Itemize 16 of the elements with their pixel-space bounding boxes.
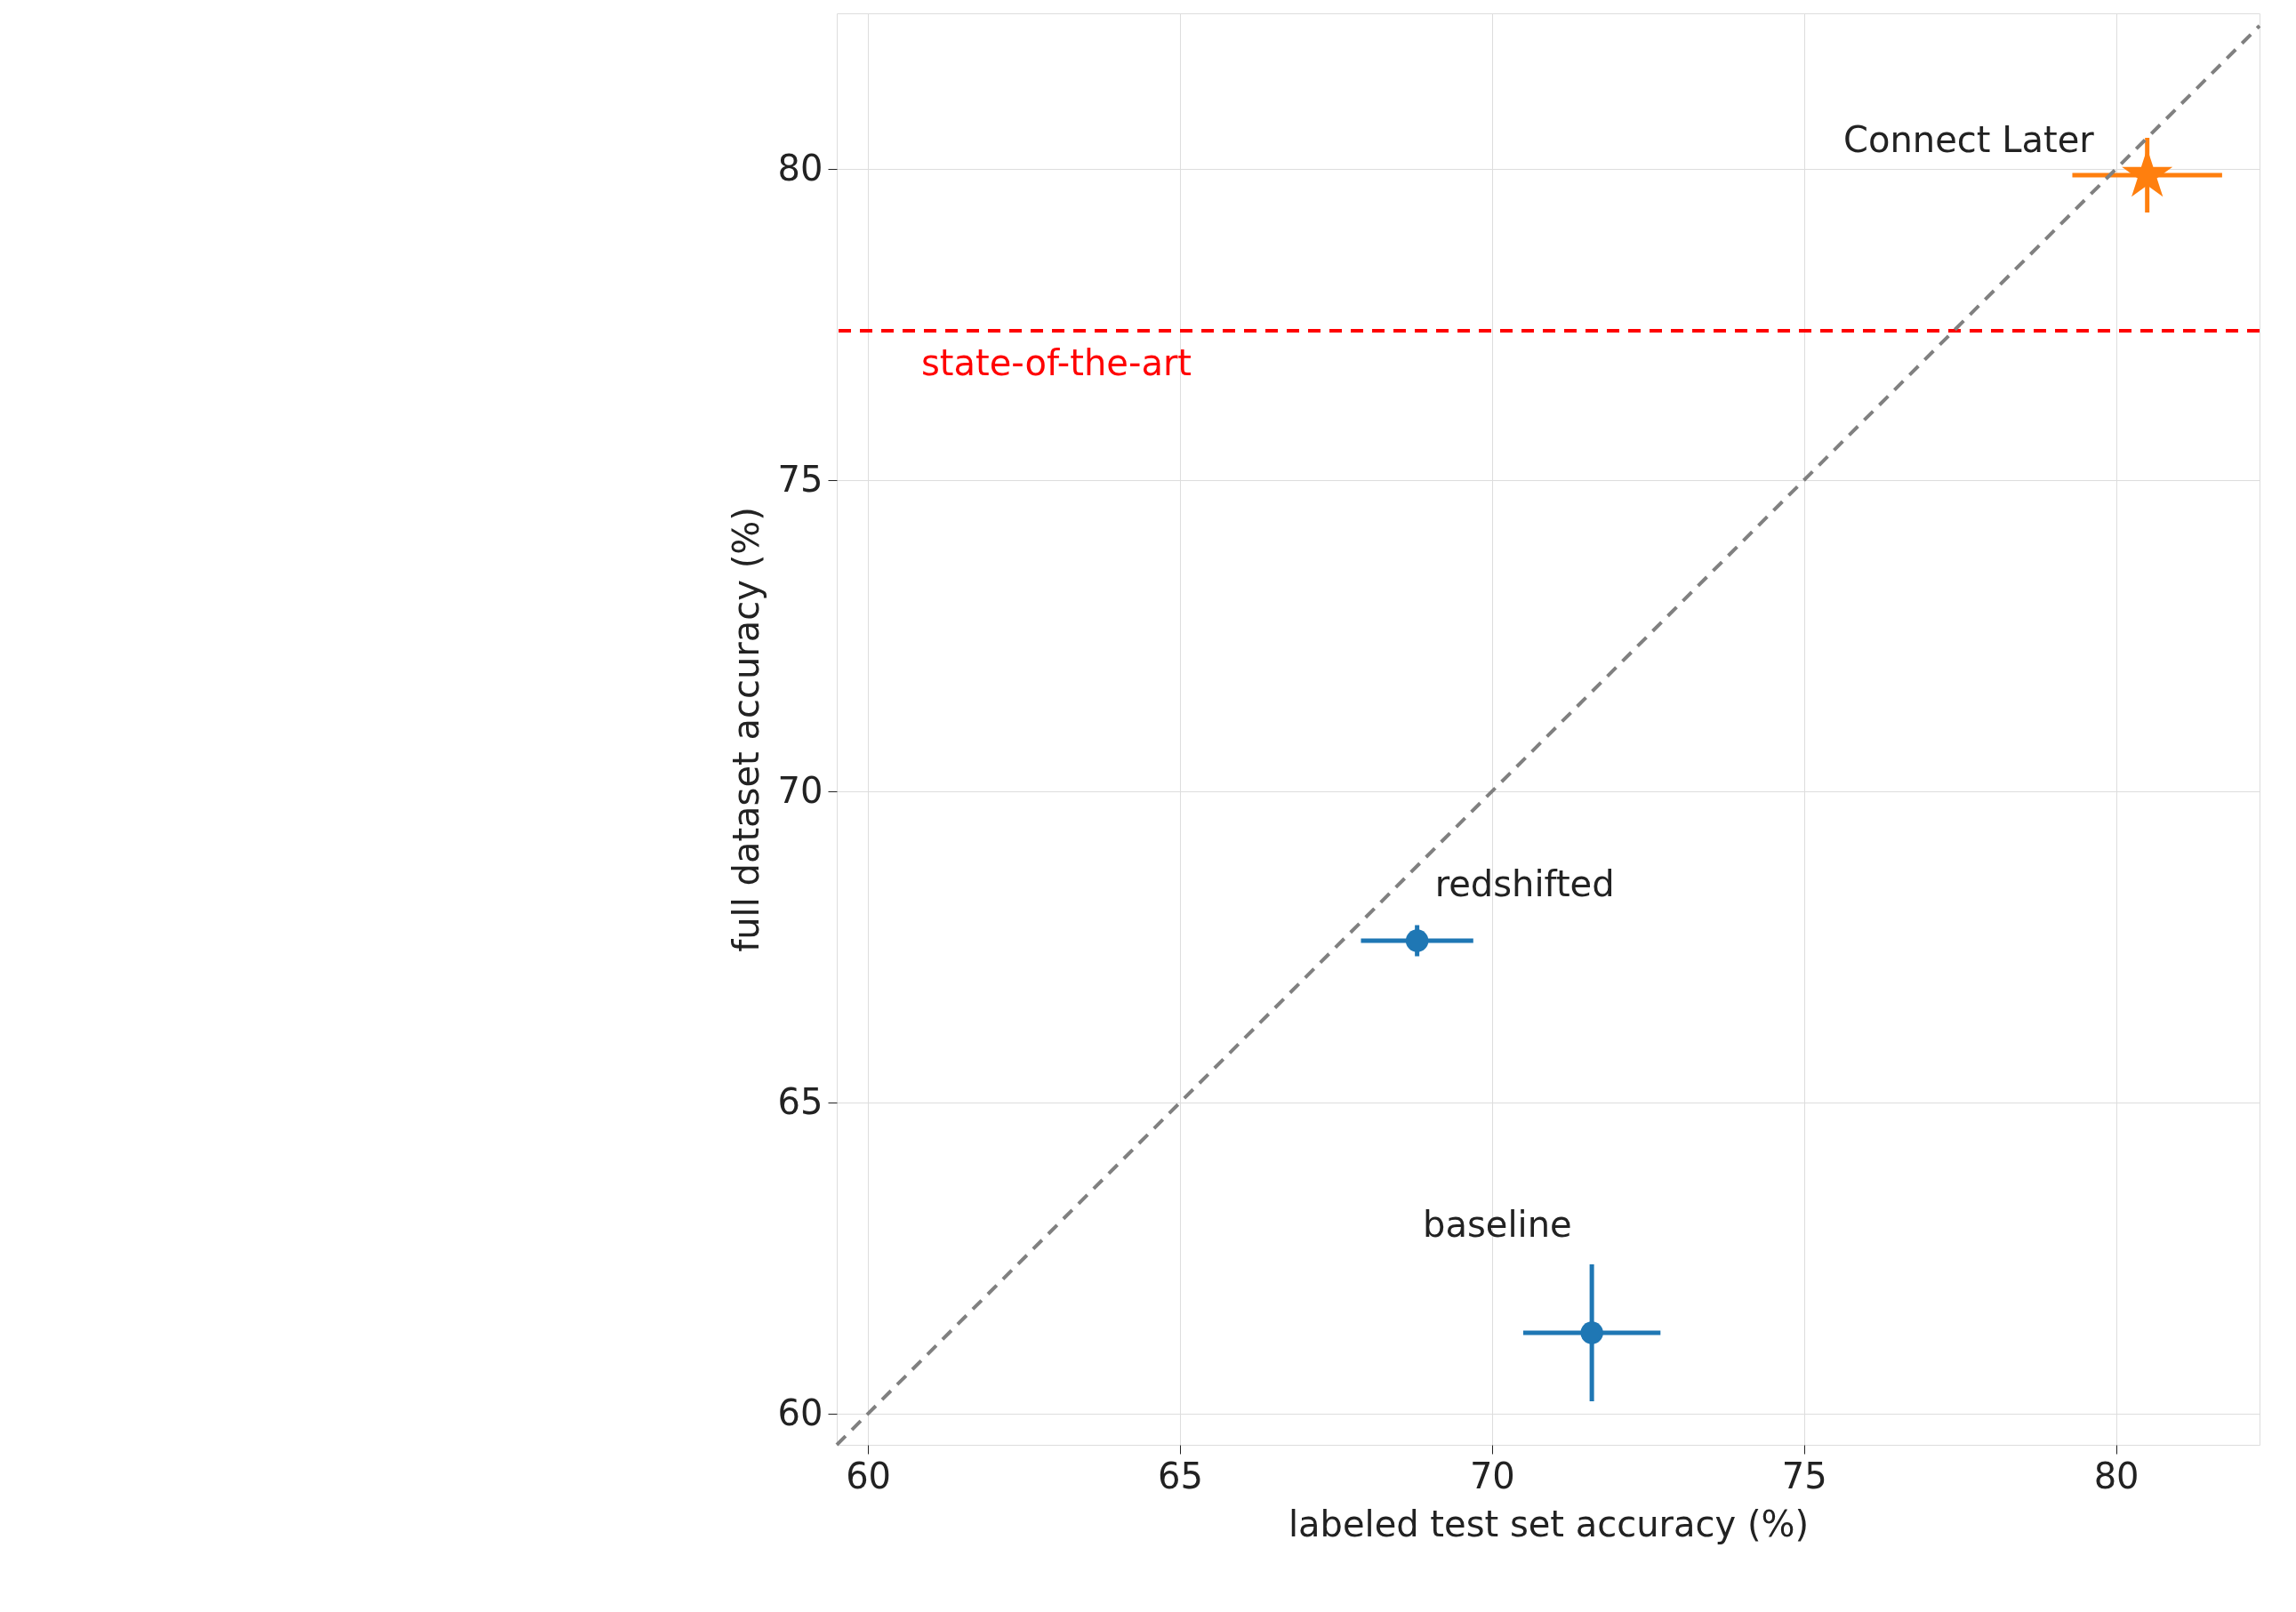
ref-line-label: state-of-the-art (921, 342, 1192, 383)
y-axis-title: full dataset accuracy (%) (725, 507, 767, 952)
x-tick-label: 75 (1781, 1455, 1827, 1496)
x-tick-label: 70 (1469, 1455, 1515, 1496)
y-tick-label: 75 (777, 458, 823, 500)
series-label: redshifted (1434, 863, 1615, 904)
x-tick-label: 80 (2093, 1455, 2139, 1496)
x-tick-label: 60 (846, 1455, 892, 1496)
text: baseline (1423, 1204, 1572, 1245)
x-axis-title: labeled test set accuracy (%) (1288, 1503, 1810, 1544)
y-tick-label: 60 (777, 1391, 823, 1433)
x-tick-label: 65 (1158, 1455, 1203, 1496)
y-tick-label: 65 (777, 1080, 823, 1122)
series-label: Connect Later (1843, 119, 2095, 160)
y-tick-label: 70 (777, 769, 823, 811)
y-tick-label: 80 (777, 147, 823, 188)
